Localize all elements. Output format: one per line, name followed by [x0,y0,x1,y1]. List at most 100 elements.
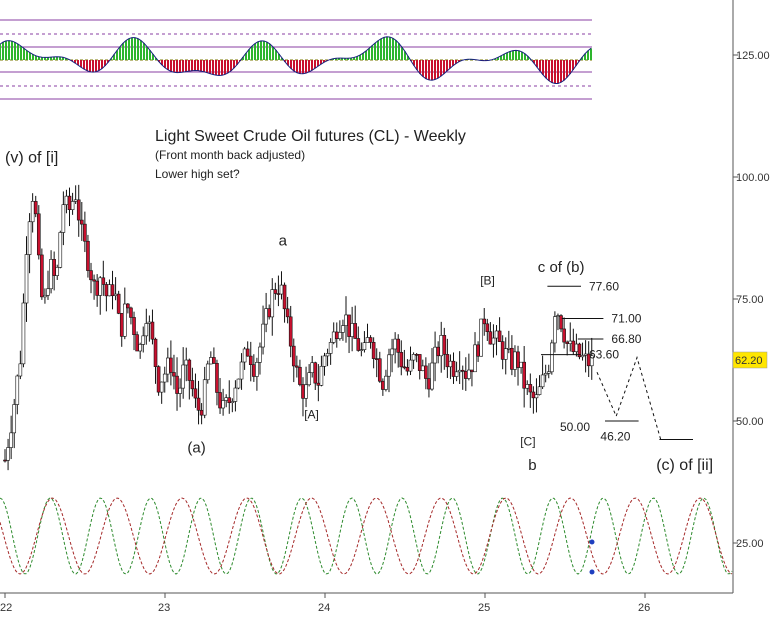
candle-body [95,280,99,296]
candle-body [227,397,232,404]
candle-body [215,363,219,393]
projection-line [596,355,662,441]
candle-body [399,352,404,368]
oscillator-line [0,36,592,85]
wave-label-wave_a: a [279,232,288,249]
candle-body [424,365,428,379]
candle-body [150,321,155,340]
cycle-line-green [0,497,733,575]
candle-body [356,338,361,351]
candle-body [73,199,78,202]
candle-body [353,323,358,339]
y-axis-ticks: 125.00 100.00 75.00 50.00 25.00 [733,50,770,550]
candle-body [132,317,136,335]
level-label: 71.00 [611,312,641,326]
level-label: 50.00 [560,420,590,434]
projection-path [596,355,662,441]
candle-body [98,277,103,296]
candle-body [338,332,342,340]
candle-body [126,303,130,309]
candle-body [476,344,480,357]
candle-body [172,372,176,377]
candle-body [15,375,20,405]
candle-body [175,375,179,394]
candle-body [479,318,483,357]
candle-body [507,347,511,350]
oscillator-pane [0,19,592,100]
candle-body [218,392,222,409]
candle-body [396,338,401,353]
candle-body [341,325,345,333]
candle-body [255,362,259,377]
candle-body [202,379,207,416]
candle-body [553,316,557,344]
candle-body [288,316,293,347]
candle-body [307,372,311,386]
candle-body [12,404,17,434]
candle-body [368,337,373,343]
candle-body [301,384,305,399]
candle-body [248,355,253,366]
candle-body [123,303,127,337]
candle-body [258,346,262,363]
candle-body [374,358,379,360]
candle-body [187,359,192,381]
candle-body [76,199,81,221]
candle-body [430,362,434,390]
candle-body [491,337,496,345]
candle-body [169,357,173,373]
candle-body [497,330,502,342]
candle-body [494,330,499,339]
candle-body [221,400,225,409]
candle-body [49,259,53,290]
wave-label-wave_cb: c of (b) [538,259,585,276]
candle-body [67,195,72,211]
candle-body [442,335,447,355]
candle-body [522,361,526,389]
candle-body [365,337,370,344]
candle-body [454,371,459,377]
candle-body [510,347,514,370]
candle-body [181,364,185,389]
y-tick-label: 75.00 [736,294,764,306]
candle-body [245,348,250,357]
candle-body [550,342,554,373]
last-price-badge [732,351,768,369]
candle-body [27,221,32,255]
candle-body [83,223,87,242]
candle-body [119,313,124,337]
candle-body [589,355,594,367]
candle-body [141,335,146,345]
candle-body [104,284,109,297]
level-label: 77.60 [589,279,619,293]
candle-body [537,386,542,395]
candle-body [89,270,93,281]
candle-body [433,346,437,364]
candle-body [334,331,339,340]
candle-body [156,366,161,393]
candle-body [393,338,397,350]
y-tick-label: 125.00 [736,50,770,62]
candle-body [411,354,416,361]
candle-body [436,346,440,357]
candle-body [153,338,158,367]
candle-body [285,308,290,318]
candle-body [574,343,579,352]
wave-label-wave_B: [B] [480,273,495,287]
candle-body [135,334,139,352]
candle-body [457,369,462,373]
candle-body [43,294,47,298]
candle-body [209,357,213,365]
candle-body [362,342,367,350]
candle-body [9,432,13,448]
candle-body [144,323,149,337]
candle-body [359,349,364,351]
candle-body [427,378,431,390]
candle-body [178,387,182,394]
candle-body [276,293,281,295]
candle-body [583,353,588,356]
candle-body [199,409,204,416]
candle-body [485,323,490,333]
candle-body [460,369,465,372]
candle-body [18,363,23,377]
